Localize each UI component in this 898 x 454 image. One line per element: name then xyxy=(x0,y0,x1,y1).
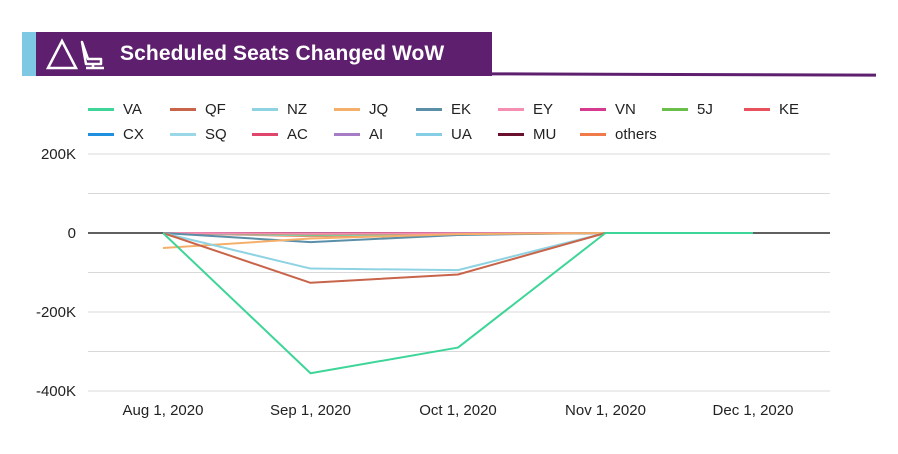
legend-label: CX xyxy=(123,125,144,143)
legend-swatch xyxy=(416,107,442,111)
legend-item[interactable]: 5J xyxy=(662,100,744,118)
x-tick-label: Aug 1, 2020 xyxy=(123,402,204,419)
legend-swatch xyxy=(334,107,360,111)
legend-label: AI xyxy=(369,125,384,143)
legend-swatch xyxy=(662,107,688,111)
legend-item[interactable]: KE xyxy=(744,100,826,118)
legend-swatch xyxy=(416,132,442,136)
chart-legend: VA QF NZ JQ EK EY VN 5J KE CX SQ AC AI UA MU others xyxy=(88,100,888,143)
y-tick-label: -400K xyxy=(36,383,76,400)
legend-swatch xyxy=(580,107,606,111)
legend-label: MU xyxy=(533,125,557,143)
legend-item[interactable]: MU xyxy=(498,125,580,143)
legend-label: AC xyxy=(287,125,308,143)
legend-swatch xyxy=(498,107,524,111)
legend-item[interactable]: UA xyxy=(416,125,498,143)
airline-seat-icon xyxy=(46,38,104,70)
x-tick-label: Oct 1, 2020 xyxy=(419,402,497,419)
y-tick-label: 0 xyxy=(68,225,76,242)
series-line-va xyxy=(162,232,753,375)
legend-swatch xyxy=(498,132,524,136)
legend-swatch xyxy=(252,132,278,136)
legend-swatch xyxy=(170,107,196,111)
legend-swatch xyxy=(88,132,114,136)
x-tick-label: Sep 1, 2020 xyxy=(270,402,351,419)
legend-label: VA xyxy=(123,100,142,118)
legend-label: EY xyxy=(533,100,554,118)
legend-item[interactable]: SQ xyxy=(170,125,252,143)
legend-item[interactable]: QF xyxy=(170,100,252,118)
legend-label: others xyxy=(615,125,657,143)
series-line-qf xyxy=(162,232,753,284)
legend-swatch xyxy=(580,132,606,136)
legend-swatch xyxy=(334,132,360,136)
legend-item[interactable]: EY xyxy=(498,100,580,118)
header-accent-strip xyxy=(22,32,36,76)
y-tick-label: -200K xyxy=(36,304,76,321)
legend-item[interactable]: EK xyxy=(416,100,498,118)
chart-header: Scheduled Seats Changed WoW xyxy=(22,32,492,76)
legend-label: SQ xyxy=(205,125,227,143)
legend-label: NZ xyxy=(287,100,307,118)
legend-label: KE xyxy=(779,100,800,118)
header-body: Scheduled Seats Changed WoW xyxy=(36,32,492,76)
x-tick-label: Dec 1, 2020 xyxy=(713,402,794,419)
legend-item[interactable]: VA xyxy=(88,100,170,118)
legend-item[interactable]: NZ xyxy=(252,100,334,118)
legend-swatch xyxy=(170,132,196,136)
legend-item[interactable]: others xyxy=(580,125,662,143)
legend-swatch xyxy=(88,107,114,111)
x-axis-tick-labels: Aug 1, 2020 Sep 1, 2020 Oct 1, 2020 Nov 1, … xyxy=(123,402,794,419)
legend-swatch xyxy=(744,107,770,111)
y-axis-tick-labels: 200K 0 -200K -400K xyxy=(36,146,76,400)
legend-label: VN xyxy=(615,100,636,118)
legend-item[interactable]: CX xyxy=(88,125,170,143)
legend-item[interactable]: AI xyxy=(334,125,416,143)
legend-swatch xyxy=(252,107,278,111)
legend-label: UA xyxy=(451,125,472,143)
legend-label: JQ xyxy=(369,100,389,118)
y-tick-label: 200K xyxy=(41,146,76,163)
legend-item[interactable]: JQ xyxy=(334,100,416,118)
grid-lines xyxy=(88,153,830,392)
legend-item[interactable]: AC xyxy=(252,125,334,143)
legend-item[interactable]: VN xyxy=(580,100,662,118)
legend-label: QF xyxy=(205,100,226,118)
series-lines xyxy=(162,232,753,375)
legend-label: EK xyxy=(451,100,472,118)
legend-label: 5J xyxy=(697,100,713,118)
x-tick-label: Nov 1, 2020 xyxy=(565,402,646,419)
chart-title: Scheduled Seats Changed WoW xyxy=(120,42,445,65)
